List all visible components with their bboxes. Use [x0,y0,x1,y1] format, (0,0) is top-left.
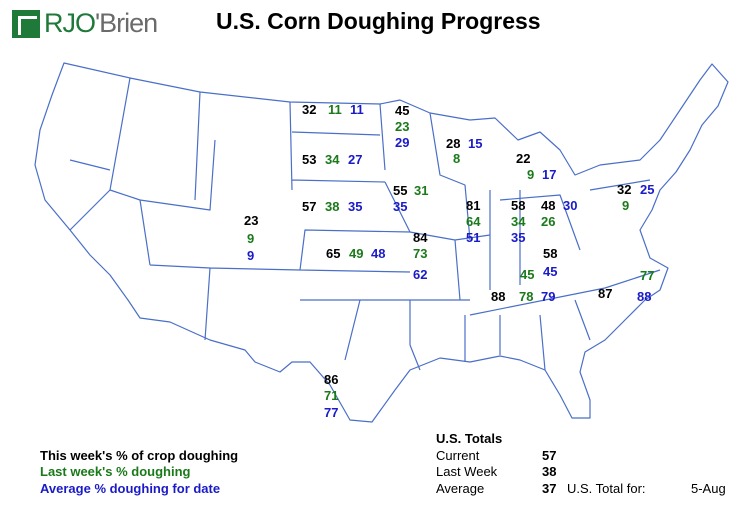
pa-last-week: 9 [622,198,630,213]
pa-current: 32 [617,182,632,197]
totals-current-value: 57 [542,448,557,463]
ky-last-week: 45 [520,267,535,282]
legend-last-week: Last week's % doughing [40,464,191,479]
nc-last-week: 77 [640,268,655,283]
rjobrien-logo: RJO'Brien [12,8,172,42]
total-for-label: U.S. Total for: [567,481,646,496]
tx-last-week: 71 [324,388,339,403]
mo-current: 84 [413,230,428,245]
totals-last-week-value: 38 [542,464,557,479]
oh-average: 30 [563,198,578,213]
wi-last-week: 8 [453,151,461,166]
in-current: 58 [511,198,526,213]
page-title: U.S. Corn Doughing Progress [216,8,541,34]
mn-last-week: 23 [395,119,410,134]
ky-current: 58 [543,246,558,261]
totals-current-label: Current [436,448,480,463]
wi-current: 28 [446,136,461,151]
legend-current: This week's % of crop doughing [40,448,239,463]
sd-average: 27 [348,152,363,167]
totals-average-value: 37 [542,481,557,496]
ia-current: 55 [393,183,408,198]
mn-average: 29 [395,135,410,150]
il-last-week: 64 [466,214,481,229]
tn-last-week: 78 [519,289,534,304]
in-last-week: 34 [511,214,526,229]
us-outline [34,62,729,423]
nd-last-week: 11 [328,102,342,117]
mi-average: 17 [542,167,557,182]
ks-current: 65 [326,246,341,261]
nd-average: 11 [350,102,364,117]
ne-last-week: 38 [325,199,340,214]
nc-average: 88 [637,289,652,304]
logo-mark-icon [12,10,40,38]
total-for-date: 5-Aug [691,481,726,496]
logo-text: RJO'Brien [44,8,158,38]
totals-last-week-label: Last Week [436,464,498,479]
sd-current: 53 [302,152,317,167]
il-average: 51 [466,230,481,245]
co-last-week: 9 [247,231,255,246]
mn-current: 45 [395,103,410,118]
sd-last-week: 34 [325,152,340,167]
legend-average: Average % doughing for date [40,481,221,496]
nc-current: 87 [598,286,613,301]
ks-average: 48 [371,246,386,261]
ky-average: 45 [543,264,558,279]
totals-heading: U.S. Totals [436,431,503,446]
state-lines [69,77,661,371]
tx-current: 86 [324,372,339,387]
ne-average: 35 [348,199,363,214]
oh-last-week: 26 [541,214,556,229]
tn-average: 79 [541,289,556,304]
ks-last-week: 49 [349,246,364,261]
ia-average: 35 [393,199,408,214]
tx-average: 77 [324,405,339,420]
pa-average: 25 [640,182,655,197]
co-average: 9 [247,248,255,263]
wi-average: 15 [468,136,483,151]
ia-last-week: 31 [414,183,429,198]
il-current: 81 [466,198,481,213]
mi-current: 22 [516,151,531,166]
in-average: 35 [511,230,526,245]
co-current: 23 [244,213,259,228]
ne-current: 57 [302,199,317,214]
mo-last-week: 73 [413,246,428,261]
totals-average-label: Average [436,481,485,496]
oh-current: 48 [541,198,556,213]
nd-current: 32 [302,102,317,117]
mo-average: 62 [413,267,428,282]
tn-current: 88 [491,289,506,304]
mi-last-week: 9 [527,167,535,182]
